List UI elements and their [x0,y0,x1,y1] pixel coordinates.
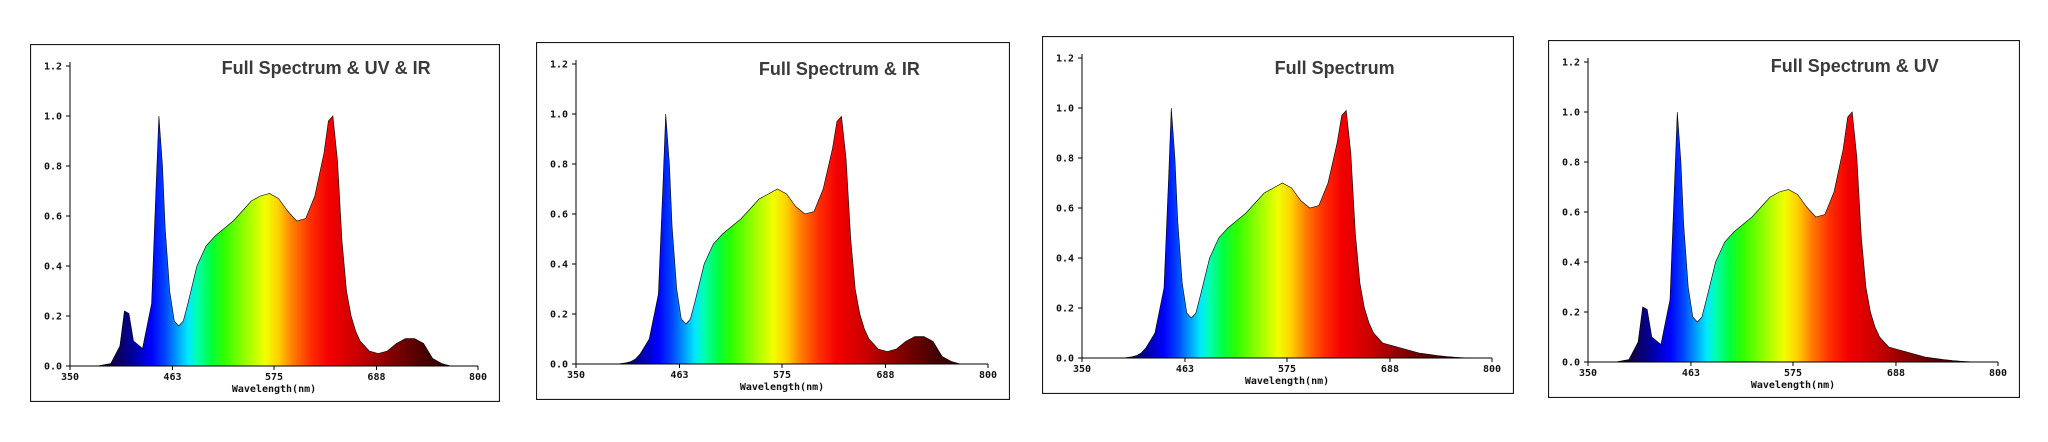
x-tick-label: 575 [773,370,791,381]
y-tick-label: 0.6 [1562,208,1580,219]
spectrum-area [576,113,988,365]
spectrum-area [1588,111,1999,363]
chart-title: Full Spectrum & UV & IR [222,58,431,78]
chart-panel-3: 0.0 0.2 0.4 0.6 0.8 1.0 1.2 350 463 575 688 800 Wave… [1042,36,1514,394]
y-tick-label: 0.6 [1056,204,1074,215]
y-tick-label: 0.2 [44,312,62,323]
x-tick-label: 463 [1176,364,1194,375]
y-tick-label: 0.0 [1562,358,1580,369]
y-tick-label: 0.4 [1056,254,1074,265]
x-tick-label: 350 [1579,368,1597,379]
spectrum-chart: 0.0 0.2 0.4 0.6 0.8 1.0 1.2 350 463 575 688 800 Wave… [1042,36,1514,394]
chart-panel-1: 0.0 0.2 0.4 0.6 0.8 1.0 1.2 350 463 575 688 800 Wave… [30,44,500,402]
x-tick-label: 688 [1887,368,1905,379]
chart-title: Full Spectrum & IR [759,59,920,79]
x-tick-label: 463 [163,372,181,383]
y-tick-label: 0.0 [550,360,568,371]
spectrum-chart: 0.0 0.2 0.4 0.6 0.8 1.0 1.2 350 463 575 688 800 Wave… [30,44,500,402]
y-tick-label: 1.0 [44,112,62,123]
chart-title: Full Spectrum & UV [1771,56,1939,76]
x-tick-label: 575 [1784,368,1802,379]
spectrum-area [1082,107,1493,359]
x-tick-label: 688 [367,372,385,383]
y-tick-label: 0.8 [44,162,62,173]
y-tick-label: 0.2 [1562,308,1580,319]
y-tick-label: 0.8 [1562,158,1580,169]
x-tick-label: 350 [1073,364,1091,375]
x-axis-label: Wavelength(nm) [1751,380,1835,391]
y-tick-label: 0.0 [1056,354,1074,365]
y-tick-label: 0.4 [550,260,568,271]
y-tick-label: 1.0 [1056,104,1074,115]
x-tick-label: 575 [265,372,283,383]
x-axis-label: Wavelength(nm) [1245,376,1329,387]
x-tick-label: 800 [469,372,487,383]
x-tick-label: 688 [876,370,894,381]
x-axis-label: Wavelength(nm) [740,382,824,393]
y-tick-label: 0.2 [1056,304,1074,315]
y-tick-label: 0.8 [550,160,568,171]
x-tick-label: 463 [670,370,688,381]
y-tick-label: 1.0 [550,110,568,121]
spectrum-chart: 0.0 0.2 0.4 0.6 0.8 1.0 1.2 350 463 575 688 800 Wave… [536,42,1010,400]
x-tick-label: 800 [979,370,997,381]
y-tick-label: 0.6 [44,212,62,223]
y-tick-label: 0.8 [1056,154,1074,165]
spectrum-chart: 0.0 0.2 0.4 0.6 0.8 1.0 1.2 350 463 575 688 800 Wave… [1548,40,2020,398]
y-tick-label: 0.0 [44,362,62,373]
chart-title: Full Spectrum [1275,58,1395,78]
y-tick-label: 1.2 [1056,54,1074,65]
y-tick-label: 0.4 [44,262,62,273]
chart-panel-4: 0.0 0.2 0.4 0.6 0.8 1.0 1.2 350 463 575 688 800 Wave… [1548,40,2020,398]
y-tick-label: 1.2 [550,60,568,71]
chart-panel-2: 0.0 0.2 0.4 0.6 0.8 1.0 1.2 350 463 575 688 800 Wave… [536,42,1010,400]
x-tick-label: 688 [1381,364,1399,375]
y-tick-label: 1.2 [44,62,62,73]
spectrum-area [70,115,478,367]
x-tick-label: 350 [61,372,79,383]
y-tick-label: 0.2 [550,310,568,321]
x-tick-label: 463 [1682,368,1700,379]
y-tick-label: 1.2 [1562,58,1580,69]
x-tick-label: 800 [1483,364,1501,375]
y-tick-label: 0.4 [1562,258,1580,269]
x-axis-label: Wavelength(nm) [232,384,316,395]
x-tick-label: 800 [1989,368,2007,379]
x-tick-label: 350 [567,370,585,381]
y-tick-label: 0.6 [550,210,568,221]
y-tick-label: 1.0 [1562,108,1580,119]
x-tick-label: 575 [1278,364,1296,375]
